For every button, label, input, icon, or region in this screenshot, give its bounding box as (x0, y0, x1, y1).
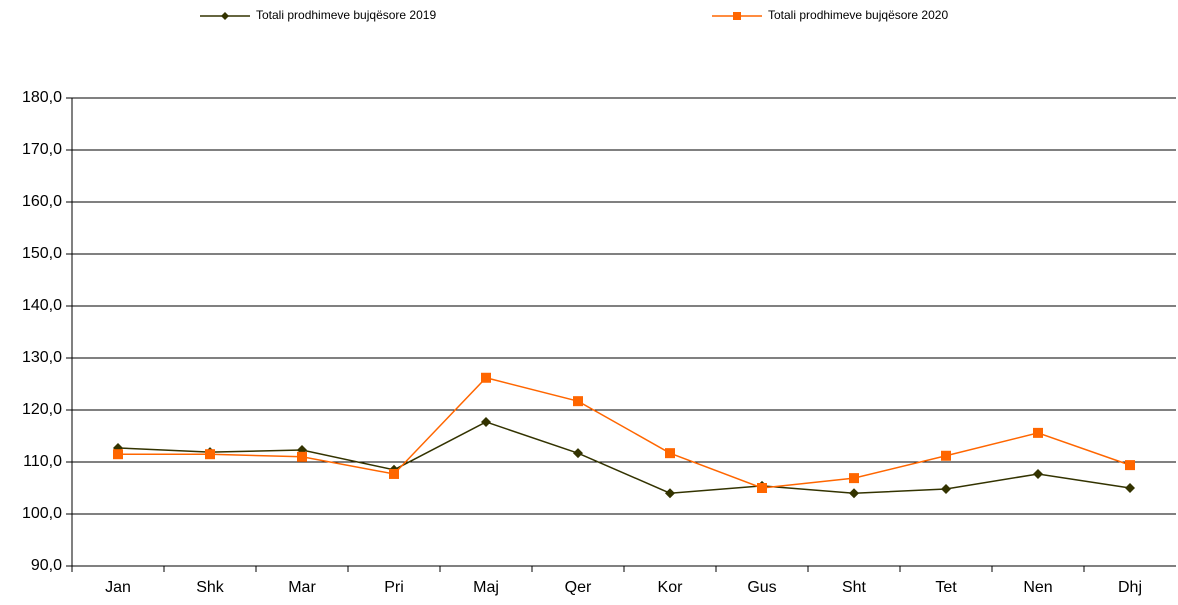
x-tick-label: Dhj (1118, 579, 1142, 596)
data-point (849, 488, 859, 499)
data-point (665, 448, 675, 459)
data-point (205, 449, 215, 460)
data-point (113, 449, 123, 460)
data-point (757, 483, 767, 493)
data-point (1033, 468, 1043, 479)
data-point (1033, 427, 1043, 438)
x-tick-label: Maj (473, 579, 499, 596)
data-point (1125, 460, 1135, 471)
data-point (573, 396, 583, 407)
legend-marker (733, 12, 741, 20)
y-tick-label: 150,0 (22, 245, 62, 262)
legend-label: Totali prodhimeve bujqësore 2020 (768, 8, 948, 22)
data-point (481, 416, 491, 427)
x-tick-label: Tet (935, 579, 957, 596)
x-tick-label: Mar (288, 579, 316, 596)
data-point (481, 372, 491, 383)
x-tick-label: Gus (747, 579, 776, 596)
x-tick-label: Kor (658, 579, 684, 596)
data-point (573, 448, 583, 459)
data-point (1125, 483, 1135, 493)
y-tick-label: 180,0 (22, 89, 62, 106)
y-tick-label: 130,0 (22, 349, 62, 366)
legend-label: Totali prodhimeve bujqësore 2019 (256, 8, 436, 22)
x-tick-label: Jan (105, 579, 131, 596)
y-tick-label: 160,0 (22, 193, 62, 210)
x-tick-label: Qer (565, 579, 592, 596)
data-point (941, 450, 951, 461)
x-tick-label: Nen (1023, 579, 1052, 596)
data-point (941, 484, 951, 495)
data-point (389, 468, 399, 479)
y-tick-label: 100,0 (22, 505, 62, 522)
y-tick-label: 120,0 (22, 401, 62, 418)
data-point (849, 473, 859, 484)
series-line (117, 421, 1131, 494)
x-tick-label: Pri (384, 579, 404, 596)
x-tick-label: Shk (196, 579, 225, 596)
y-tick-label: 170,0 (22, 141, 62, 158)
series-line (118, 376, 1131, 489)
y-tick-label: 110,0 (23, 453, 62, 470)
data-point (665, 488, 675, 499)
y-tick-label: 90,0 (31, 557, 62, 574)
data-point (297, 451, 307, 462)
y-tick-label: 140,0 (22, 297, 62, 314)
x-tick-label: Sht (842, 579, 867, 596)
legend-marker (221, 12, 229, 20)
